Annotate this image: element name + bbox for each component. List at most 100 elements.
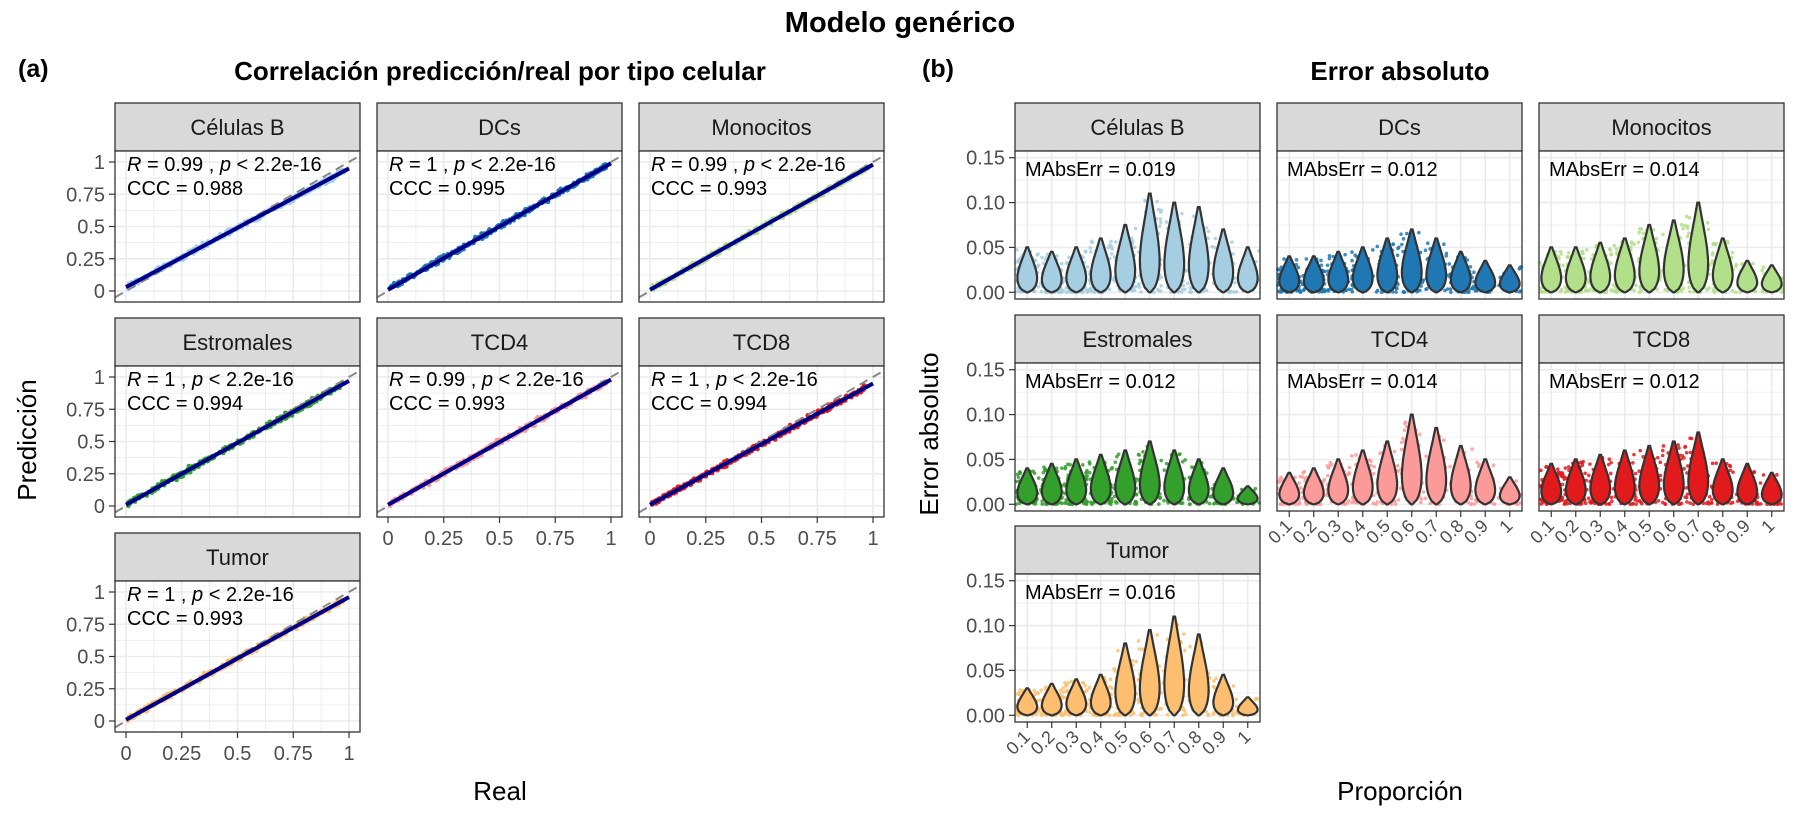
x-tick-label: 0.75: [536, 528, 575, 550]
data-point: [1179, 290, 1184, 294]
data-point: [1155, 199, 1159, 204]
data-point: [1706, 227, 1711, 232]
data-point: [1325, 263, 1330, 268]
data-point: [1401, 237, 1406, 241]
data-point: [1629, 240, 1634, 244]
data-point: [1156, 207, 1161, 212]
data-point: [1751, 261, 1755, 266]
data-point: [1080, 463, 1085, 467]
data-point: [1113, 500, 1118, 504]
ccc-stat: CCC = 0.993: [651, 178, 767, 200]
data-point: [1234, 290, 1239, 294]
data-point: [1687, 285, 1692, 290]
data-point: [1447, 262, 1452, 266]
x-tick-label: 0.25: [686, 528, 725, 550]
data-point: [1370, 248, 1375, 252]
panel-b-title: Error absoluto: [1310, 56, 1489, 86]
data-point: [1089, 239, 1094, 244]
data-point: [1734, 264, 1738, 269]
data-point: [1394, 290, 1398, 294]
figure-title: Modelo genérico: [785, 7, 1015, 39]
facet-strip-label: TCD4: [1371, 327, 1428, 352]
data-point: [1632, 288, 1636, 293]
data-point: [1580, 249, 1585, 253]
data-point: [1350, 250, 1354, 254]
data-point: [1608, 247, 1612, 252]
data-point: [1319, 258, 1323, 263]
facet-strip-label: Monocitos: [1611, 115, 1711, 140]
data-point: [1085, 499, 1090, 504]
data-point: [1304, 257, 1309, 261]
data-point: [1230, 240, 1234, 244]
data-point: [1063, 501, 1067, 505]
y-tick-label: 0.10: [966, 193, 1005, 215]
data-point: [1110, 465, 1115, 470]
data-point: [1399, 242, 1404, 247]
data-point: [1730, 288, 1735, 293]
data-point: [1085, 265, 1090, 269]
y-tick-label: 0.25: [66, 464, 105, 486]
y-tick-label: 0.25: [66, 679, 105, 701]
data-point: [1558, 249, 1563, 254]
metric-label: MAbsErr = 0.019: [1025, 159, 1176, 181]
data-point: [1685, 224, 1690, 228]
data-point: [1472, 270, 1476, 275]
data-point: [1088, 246, 1093, 250]
facet-strip: [114, 102, 361, 152]
panel-b-x-axis-label: Proporción: [1337, 776, 1463, 806]
facet-strip-label: DCs: [1378, 115, 1421, 140]
data-point: [1188, 290, 1193, 295]
data-point: [1611, 283, 1615, 287]
data-point: [1637, 230, 1642, 235]
y-tick-label: 0: [94, 496, 105, 518]
data-point: [1322, 269, 1327, 274]
correlation-stat: R = 1 , p < 2.2e-16: [389, 154, 556, 176]
data-point: [1679, 222, 1684, 227]
data-point: [1109, 252, 1114, 256]
data-point: [1761, 265, 1766, 269]
panel-a-y-axis-label: Predicción: [12, 379, 42, 500]
metric-label: MAbsErr = 0.012: [1025, 371, 1176, 393]
data-point: [1404, 231, 1409, 236]
data-point: [1557, 256, 1561, 261]
data-point: [1681, 226, 1685, 231]
data-point: [1444, 251, 1449, 256]
data-point: [1563, 285, 1567, 290]
data-point: [1399, 232, 1403, 236]
data-point: [1055, 253, 1059, 258]
data-point: [1634, 283, 1638, 288]
data-point: [1180, 459, 1185, 464]
data-point: [1325, 288, 1329, 293]
data-point: [1186, 281, 1190, 286]
y-tick-label: 0.5: [77, 432, 105, 454]
data-point: [1425, 241, 1430, 246]
y-tick-label: 1: [94, 367, 105, 389]
facet-strip-label: Estromales: [182, 330, 292, 355]
x-tick-label: 0: [382, 528, 393, 550]
x-tick-label: 0.5: [486, 528, 514, 550]
data-point: [1349, 287, 1354, 292]
y-tick-label: 0.00: [966, 282, 1005, 304]
x-tick-label: 1: [343, 743, 354, 765]
data-point: [1654, 236, 1659, 241]
data-point: [1136, 452, 1141, 457]
data-point: [1609, 261, 1613, 266]
data-point: [1584, 288, 1589, 293]
data-point: [1157, 224, 1162, 229]
data-point: [1159, 458, 1163, 463]
data-point: [1059, 290, 1064, 295]
data-point: [1087, 462, 1092, 466]
data-point: [1191, 214, 1196, 218]
data-point: [1298, 289, 1303, 294]
data-point: [1137, 461, 1142, 466]
data-point: [1353, 253, 1357, 257]
data-point: [1136, 283, 1141, 287]
data-point: [1396, 245, 1401, 250]
